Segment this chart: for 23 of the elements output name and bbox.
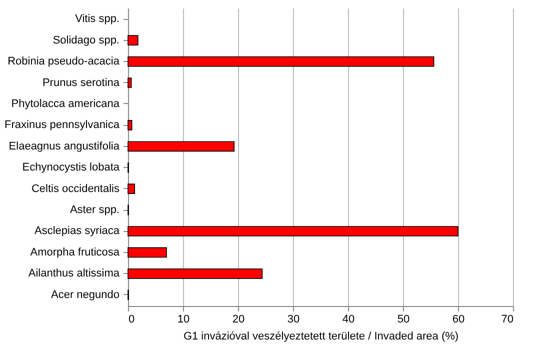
x-tick-label: 50 [397,314,410,326]
y-tick-label: Prunus serotina [42,76,120,89]
x-tick-label: 40 [342,314,355,326]
y-tick-label: Ailanthus altissima [28,268,120,280]
y-tick-label: Aster spp. [70,204,120,216]
y-tick-label: Elaeagnus angustifolia [8,140,120,152]
y-tick-label: Asclepias syriaca [34,225,120,238]
y-tick-label: Solidago spp. [52,34,120,46]
x-axis-title: G1 invázióval veszélyeztetett területe / Invaded area (%) [183,330,459,342]
y-tick-label: Phytolacca americana [11,98,120,110]
y-tick-label: Echynocystis lobata [22,162,120,174]
x-tick-label: 0 [128,314,135,326]
x-tick-label: 20 [232,314,245,326]
y-tick-label: Celtis occidentalis [31,182,120,195]
y-tick-label: Amorpha fruticosa [30,246,120,258]
x-tick-label: 30 [287,314,300,326]
y-tick-label: Vitis spp. [75,13,120,26]
x-tick-label: 60 [452,314,465,326]
y-tick-label: Acer negundo [51,288,120,301]
x-tick-label: 70 [501,314,514,326]
y-tick-label: Fraxinus pennsylvanica [4,119,120,132]
x-tick-label: 10 [177,314,190,326]
y-tick-label: Robinia pseudo-acacia [8,56,120,68]
